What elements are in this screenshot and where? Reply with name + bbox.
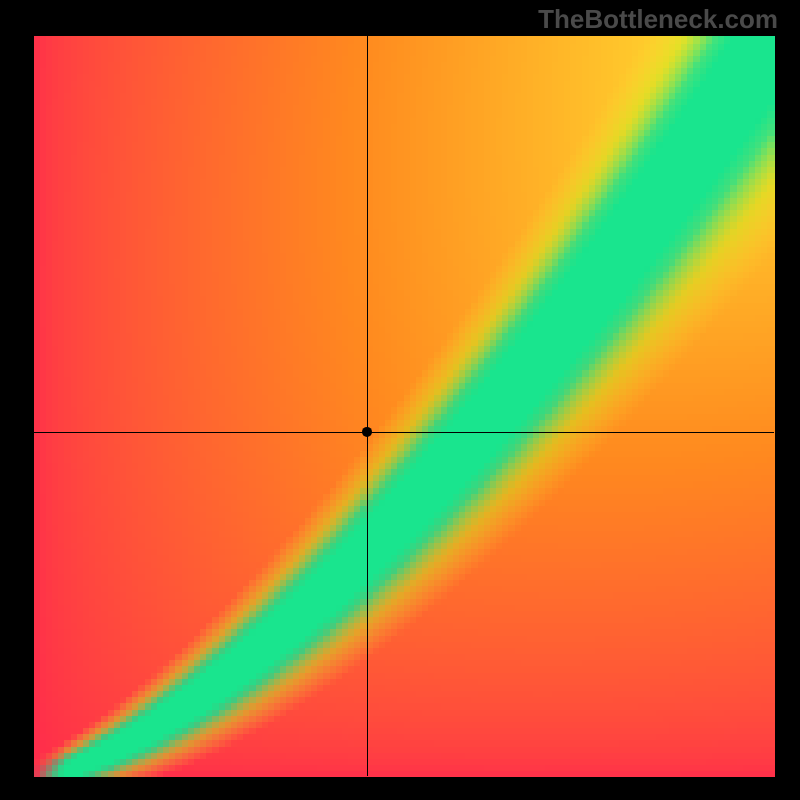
bottleneck-heatmap [0,0,800,800]
watermark-text: TheBottleneck.com [538,4,778,35]
chart-container: TheBottleneck.com [0,0,800,800]
